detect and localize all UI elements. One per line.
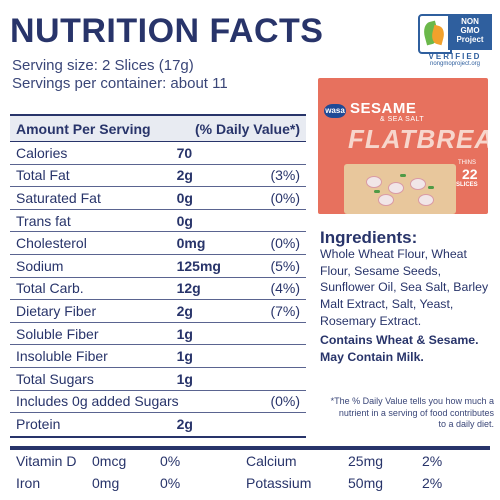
allergen-statement: Contains Wheat & Sesame. May Contain Mil… [320, 333, 479, 364]
table-row: Cholesterol 0mg (0%) [10, 232, 306, 255]
non-gmo-badge: NON GMO Project VERIFIED nongmoproject.o… [418, 14, 492, 67]
mineral-name: Calcium [246, 453, 297, 469]
ingredients-title: Ingredients: [320, 228, 418, 247]
butterfly-icon [418, 14, 452, 54]
mineral-percent: 2% [422, 453, 443, 469]
badge-line1: NON [461, 17, 479, 26]
nutrient-name: Total Fat [16, 167, 70, 184]
nutrient-name: Total Carb. [16, 280, 84, 297]
daily-value-footnote: *The % Daily Value tells you how much a … [330, 396, 494, 429]
table-row: Total Carb. 12g (4%) [10, 278, 306, 301]
product-thins: THINS [458, 160, 476, 166]
vitamin-percent: 0% [160, 453, 181, 469]
badge-text: NON GMO Project [448, 14, 492, 50]
table-row: Saturated Fat 0g (0%) [10, 187, 306, 210]
vitamin-amount: 0mg [92, 475, 120, 491]
nutrient-amount: 0g [176, 189, 193, 206]
nutrient-name: Saturated Fat [16, 189, 101, 206]
nutrient-amount: 2g [176, 167, 193, 184]
header-daily-value: (% Daily Value*) [194, 120, 300, 137]
mineral-percent: 2% [422, 475, 443, 491]
nutrient-daily-value: (0%) [270, 393, 300, 410]
nutrient-name: Includes 0g added Sugars [16, 393, 179, 410]
nutrient-amount: 1g [176, 325, 193, 342]
nutrient-name: Dietary Fiber [16, 302, 97, 319]
table-row: Soluble Fiber 1g [10, 323, 306, 346]
nutrient-name: Cholesterol [16, 235, 87, 252]
vitamin-percent: 0% [160, 475, 181, 491]
nutrient-name: Calories [16, 144, 68, 161]
badge-line2: GMO [460, 26, 480, 35]
table-row: Insoluble Fiber 1g [10, 345, 306, 368]
table-header: Amount Per Serving (% Daily Value*) [10, 116, 306, 142]
nutrient-amount: 1g [176, 370, 193, 387]
nutrient-amount: 2g [176, 416, 193, 433]
nutrient-amount: 125mg [176, 257, 221, 274]
vitamin-amount: 0mcg [92, 453, 127, 469]
nutrient-daily-value: (0%) [270, 235, 300, 252]
badge-url: nongmoproject.org [429, 61, 481, 67]
vitamin-name: Vitamin D [16, 453, 77, 469]
product-image: wasa SESAME & SEA SALT FLATBREAD THINS 2… [318, 78, 488, 214]
nutrition-table: Amount Per Serving (% Daily Value*) Calo… [10, 114, 306, 438]
product-flavor-sub: & SEA SALT [380, 116, 425, 123]
nutrient-amount: 0mg [176, 235, 206, 252]
header-amount-per-serving: Amount Per Serving [16, 120, 151, 137]
product-slices: SLICES [456, 182, 478, 188]
nutrient-daily-value: (4%) [270, 280, 300, 297]
table-row: Dietary Fiber 2g (7%) [10, 300, 306, 323]
table-row: Includes 0g added Sugars (0%) [10, 391, 306, 414]
product-count: 22 [462, 166, 478, 182]
badge-line3: Project [456, 35, 484, 44]
nutrient-daily-value: (5%) [270, 257, 300, 274]
nutrient-amount: 12g [176, 280, 201, 297]
servings-per-container: Servings per container: about 11 [12, 75, 228, 92]
page-title: NUTRITION FACTS [10, 12, 324, 50]
ingredients-text: Whole Wheat Flour, Wheat Flour, Sesame S… [320, 247, 489, 328]
nutrient-amount: 0g [176, 212, 193, 229]
product-flavor: SESAME [350, 100, 417, 117]
table-row: Calories 70 [10, 142, 306, 165]
product-name: FLATBREAD [348, 124, 488, 154]
serving-size: Serving size: 2 Slices (17g) [12, 57, 194, 74]
table-row: Total Fat 2g (3%) [10, 165, 306, 188]
table-row: Sodium 125mg (5%) [10, 255, 306, 278]
nutrient-daily-value: (3%) [270, 167, 300, 184]
nutrient-name: Sodium [16, 257, 64, 274]
nutrient-name: Insoluble Fiber [16, 348, 108, 365]
nutrient-daily-value: (7%) [270, 302, 300, 319]
mineral-name: Potassium [246, 475, 312, 491]
vitamin-row: Vitamin D 0mcg 0% Calcium 25mg 2% [10, 450, 490, 472]
nutrient-name: Soluble Fiber [16, 325, 99, 342]
vitamin-row: Iron 0mg 0% Potassium 50mg 2% [10, 472, 490, 494]
table-row: Total Sugars 1g [10, 368, 306, 391]
nutrient-amount: 1g [176, 348, 193, 365]
nutrient-amount: 2g [176, 302, 193, 319]
vitamins-section: Vitamin D 0mcg 0% Calcium 25mg 2% Iron 0mg 0% Pot… [10, 446, 490, 494]
wasa-logo: wasa [324, 104, 346, 118]
table-row: Protein 2g [10, 413, 306, 436]
nutrient-name: Trans fat [16, 212, 71, 229]
table-row: Trans fat 0g [10, 210, 306, 233]
serving-info: Serving size: 2 Slices (17g) Servings pe… [12, 57, 228, 93]
mineral-amount: 50mg [348, 475, 384, 491]
vitamin-name: Iron [16, 475, 41, 491]
nutrient-name: Total Sugars [16, 370, 94, 387]
nutrient-daily-value: (0%) [270, 189, 300, 206]
nutrient-name: Protein [16, 416, 61, 433]
badge-verified: VERIFIED [428, 52, 482, 61]
mineral-amount: 25mg [348, 453, 384, 469]
nutrient-amount: 70 [176, 144, 193, 161]
